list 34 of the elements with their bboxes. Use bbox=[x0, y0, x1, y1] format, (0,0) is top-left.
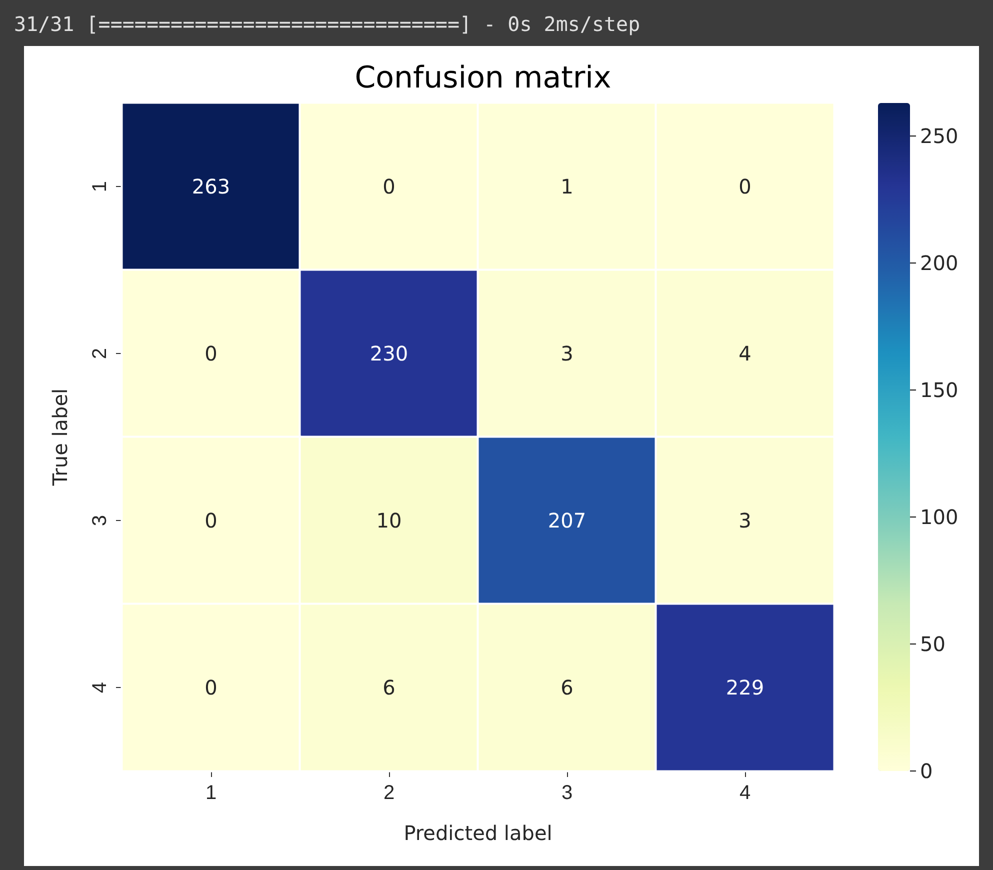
x-tick-label: 1 bbox=[205, 782, 217, 804]
y-tick-label: 2 bbox=[89, 348, 111, 360]
data-label: 0 bbox=[382, 174, 396, 198]
data-label: 0 bbox=[738, 174, 752, 198]
x-tick-label: 2 bbox=[383, 782, 395, 804]
data-label: 0 bbox=[204, 342, 218, 366]
color-bar-label: 0 bbox=[920, 759, 933, 783]
y-tick-label: 3 bbox=[89, 514, 111, 526]
data-label: 0 bbox=[204, 508, 218, 532]
color-bar-label: 200 bbox=[920, 251, 958, 276]
data-label: 263 bbox=[192, 174, 230, 198]
data-label: 1 bbox=[560, 174, 574, 198]
data-label: 6 bbox=[560, 676, 574, 700]
color-bar-label: 150 bbox=[920, 378, 958, 402]
x-tick-label: 3 bbox=[561, 782, 573, 804]
data-label: 0 bbox=[204, 676, 218, 700]
y-tick-label: 4 bbox=[89, 682, 111, 694]
data-label: 207 bbox=[548, 508, 586, 532]
data-label: 10 bbox=[376, 508, 402, 532]
text: 31/31 [==============================] - 0s 2ms/step bbox=[14, 12, 640, 36]
data-label: 3 bbox=[738, 508, 752, 532]
y-tick-label: 1 bbox=[89, 180, 111, 192]
data-label: 229 bbox=[726, 676, 764, 700]
chart-title: Confusion matrix bbox=[354, 60, 612, 96]
y-axis-title: True label bbox=[48, 388, 72, 487]
color-bar-label: 100 bbox=[920, 505, 958, 530]
color-bar-label: 50 bbox=[920, 632, 946, 656]
x-axis-title: Predicted label bbox=[404, 821, 552, 845]
data-label: 6 bbox=[382, 676, 396, 700]
data-label: 3 bbox=[560, 342, 574, 366]
color-bar-label: 250 bbox=[920, 124, 958, 148]
x-tick-label: 4 bbox=[739, 782, 751, 804]
data-label: 230 bbox=[370, 342, 408, 366]
data-label: 4 bbox=[738, 342, 752, 366]
